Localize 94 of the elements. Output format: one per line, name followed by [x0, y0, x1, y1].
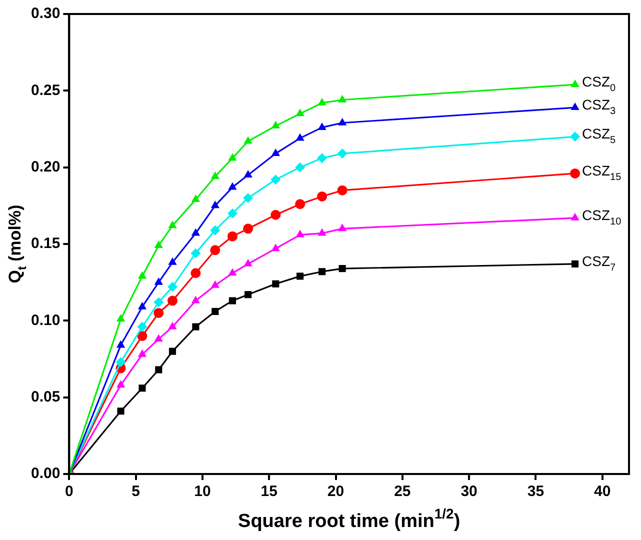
x-tick-label: 20 — [327, 483, 344, 500]
point — [318, 268, 326, 276]
point — [154, 308, 164, 318]
point — [228, 268, 237, 276]
point — [271, 120, 280, 128]
y-tick-label: 0.20 — [30, 158, 60, 176]
point — [191, 228, 200, 236]
point — [168, 322, 177, 330]
point — [116, 314, 126, 322]
point — [138, 271, 147, 279]
y-tick-label: 0.00 — [30, 465, 60, 482]
point — [570, 212, 580, 220]
point — [154, 277, 163, 285]
point — [228, 297, 236, 304]
y-axis-title: Qt (mol%) — [6, 204, 30, 284]
point — [271, 148, 280, 156]
point — [338, 265, 346, 272]
x-tick-label: 40 — [594, 483, 611, 500]
point — [138, 302, 147, 310]
point — [154, 334, 163, 342]
point — [210, 200, 220, 208]
point — [192, 323, 200, 330]
point — [295, 162, 306, 172]
point — [154, 240, 163, 248]
point — [228, 182, 237, 190]
x-tick-label: 0 — [65, 483, 74, 500]
point — [138, 349, 147, 357]
point — [227, 231, 238, 242]
point — [116, 380, 126, 388]
point — [570, 168, 580, 178]
point — [227, 208, 238, 218]
y-tick-label: 0.25 — [30, 82, 60, 99]
y-tick-label: 0.10 — [30, 312, 60, 329]
point — [570, 132, 580, 142]
point — [117, 408, 124, 415]
point — [210, 280, 220, 288]
point — [137, 331, 148, 341]
point — [317, 153, 328, 164]
point — [210, 172, 220, 180]
point — [244, 258, 252, 266]
point — [295, 199, 306, 210]
x-tick-label: 35 — [527, 483, 544, 500]
point — [571, 260, 579, 268]
point — [317, 191, 328, 202]
point — [318, 98, 326, 106]
point — [191, 194, 200, 202]
point — [337, 148, 348, 159]
point — [191, 296, 200, 304]
point — [154, 297, 164, 308]
point — [270, 210, 281, 220]
y-tick-label: 0.05 — [30, 388, 60, 406]
point — [338, 94, 347, 102]
point — [116, 340, 126, 348]
x-tick-label: 15 — [260, 483, 278, 500]
x-tick-label: 10 — [194, 483, 211, 500]
point — [296, 272, 304, 280]
point — [210, 225, 220, 236]
point — [212, 308, 219, 315]
x-tick-label: 5 — [132, 483, 140, 500]
point — [190, 248, 201, 258]
point — [244, 170, 252, 178]
point — [167, 282, 178, 292]
point — [228, 153, 237, 161]
y-tick-label: 0.15 — [30, 235, 60, 252]
point — [271, 244, 280, 252]
point — [296, 108, 304, 116]
point — [570, 80, 580, 88]
point — [137, 322, 148, 332]
point — [116, 357, 126, 368]
point — [168, 220, 177, 228]
point — [338, 118, 347, 126]
point — [244, 136, 252, 144]
point — [296, 230, 304, 238]
point — [168, 257, 177, 265]
point — [318, 228, 326, 236]
point — [338, 224, 347, 232]
point — [210, 245, 220, 256]
point — [570, 102, 580, 110]
point — [243, 224, 254, 234]
point — [244, 291, 252, 298]
point — [296, 133, 304, 141]
point — [243, 193, 254, 203]
point — [138, 384, 146, 392]
x-tick-label: 30 — [460, 483, 478, 500]
point — [337, 185, 348, 196]
point — [167, 296, 178, 306]
point — [272, 280, 280, 288]
x-tick-label: 25 — [394, 483, 411, 500]
point — [318, 122, 326, 130]
point — [270, 174, 281, 185]
point — [168, 348, 176, 355]
point — [190, 268, 201, 278]
point — [155, 366, 162, 374]
y-tick-label: 0.30 — [30, 5, 60, 22]
